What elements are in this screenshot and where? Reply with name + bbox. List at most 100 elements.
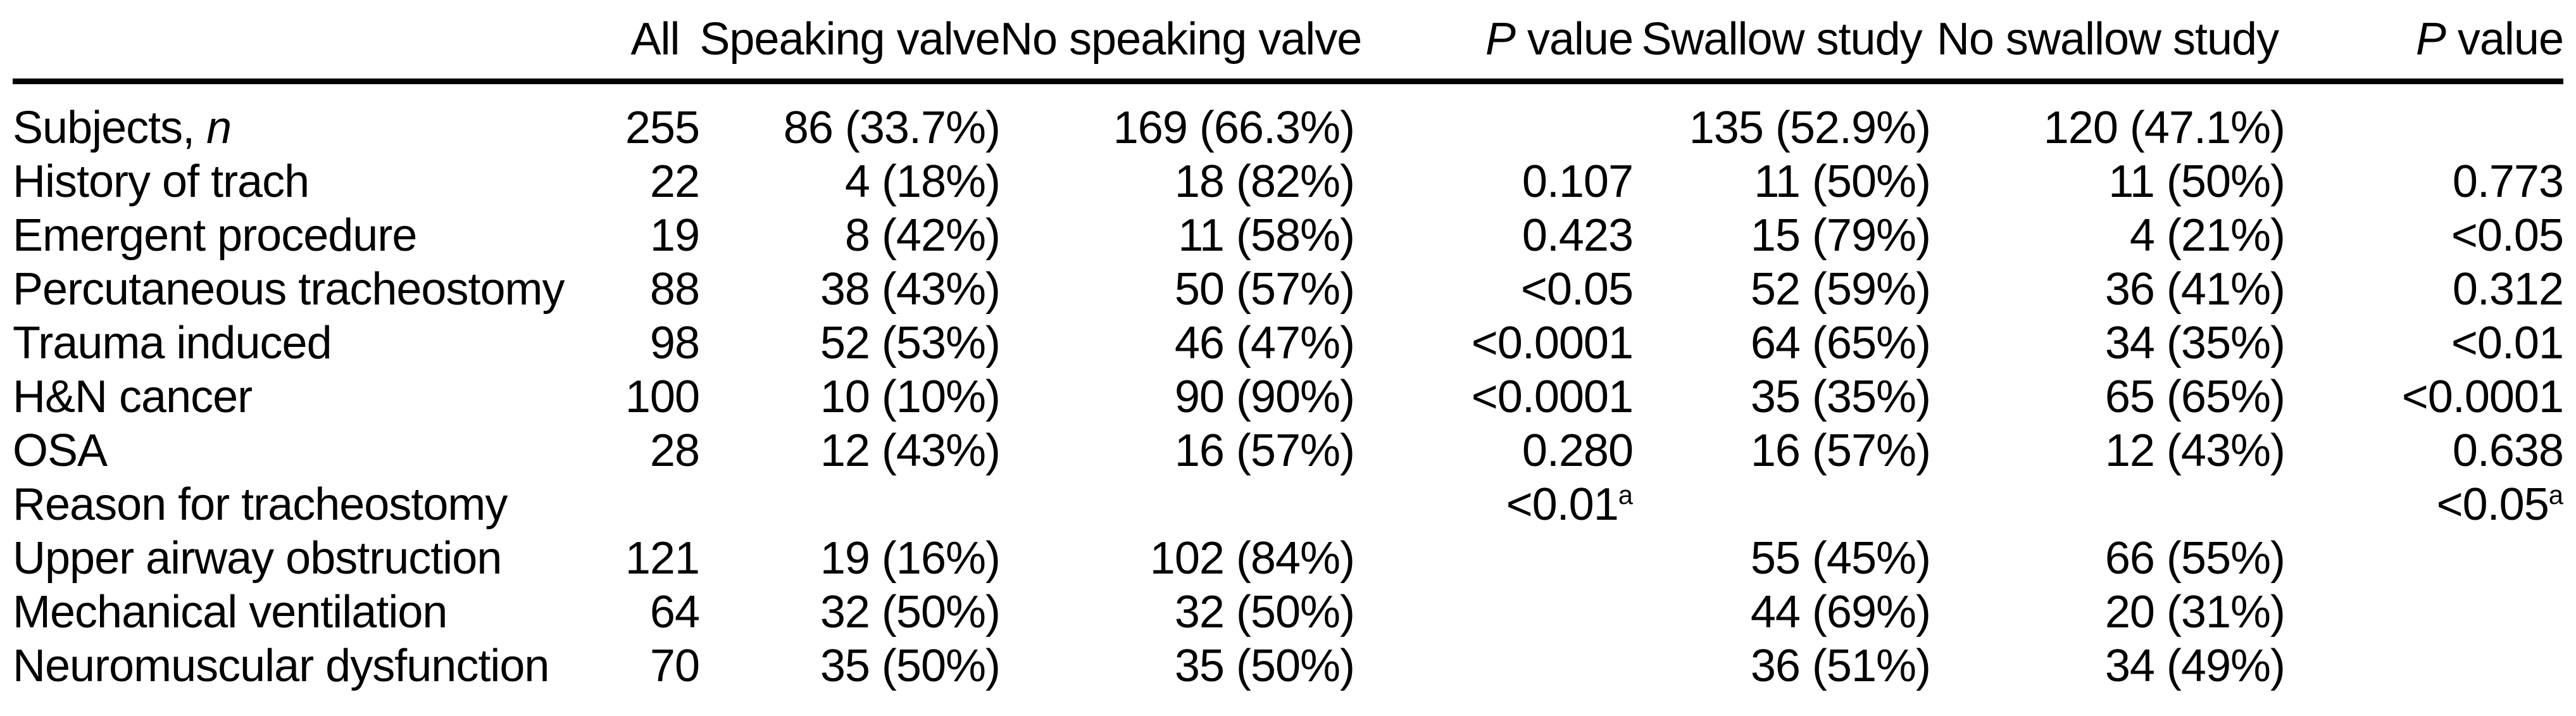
cell-p_value_speaking: 0.280 <box>1522 425 1634 476</box>
table-row: Reason for tracheostomy <0.01a <0.05a <box>13 477 2563 531</box>
column-header-p_value_speaking: P value <box>1354 0 1634 84</box>
row-label: Subjects, n <box>13 102 232 153</box>
table-row: Subjects, n 255 86 (33.7%) 169 (66.3%) 135 (… <box>13 82 2563 155</box>
cell-no_speaking_valve: 32 (50%) <box>1174 586 1355 637</box>
cell-no_swallow_study: 36 (41%) <box>2104 263 2285 315</box>
cell-speaking_valve: 12 (43%) <box>820 425 1001 476</box>
cell-p_value_speaking <box>1354 639 1633 693</box>
cell-all: 100 <box>625 371 700 422</box>
cell-p_value_swallow: <0.05 <box>2451 210 2564 261</box>
cell-no_swallow_study <box>1930 477 2285 531</box>
cell-p_value_speaking <box>1354 531 1633 585</box>
cell-all: 64 <box>649 586 700 637</box>
cell-no_swallow_study: 4 (21%) <box>2129 210 2285 261</box>
cell-speaking_valve: 86 (33.7%) <box>783 102 1001 153</box>
cell-all: 70 <box>649 640 700 691</box>
row-label: H&N cancer <box>13 371 253 422</box>
cell-no_speaking_valve: 50 (57%) <box>1174 263 1355 315</box>
cell-all: 121 <box>625 532 700 584</box>
cell-p_value_swallow <box>2285 531 2563 585</box>
column-header-p_value_swallow: P value <box>2285 0 2564 84</box>
cell-p_value_speaking: <0.0001 <box>1471 317 1634 368</box>
cell-p_value_speaking: 0.423 <box>1522 210 1634 261</box>
row-label: Mechanical ventilation <box>13 586 447 637</box>
cell-speaking_valve: 38 (43%) <box>820 263 1001 315</box>
column-header-all: All <box>611 0 699 84</box>
cell-p_value_swallow: 0.638 <box>2452 425 2564 476</box>
statistics-table: All Speaking valve No speaking valve P valu… <box>13 0 2564 693</box>
row-label: Trauma induced <box>13 317 332 368</box>
cell-speaking_valve: 52 (53%) <box>820 317 1001 368</box>
table-row: Neuromuscular dysfunction 70 35 (50%) 35 (5… <box>13 639 2563 693</box>
cell-p_value_speaking: <0.0001 <box>1471 371 1634 422</box>
cell-no_speaking_valve: 11 (58%) <box>1178 210 1355 261</box>
cell-no_speaking_valve: 46 (47%) <box>1174 317 1355 368</box>
cell-all: 98 <box>649 317 700 368</box>
cell-no_speaking_valve: 16 (57%) <box>1174 425 1355 476</box>
cell-p_value_speaking: <0.05 <box>1520 263 1634 315</box>
cell-all: 28 <box>649 425 700 476</box>
cell-p_value_swallow: <0.0001 <box>2401 371 2564 422</box>
table-body: Subjects, n 255 86 (33.7%) 169 (66.3%) 135 (… <box>13 82 2564 693</box>
cell-speaking_valve: 19 (16%) <box>820 532 1001 584</box>
cell-speaking_valve: 35 (50%) <box>820 640 1001 691</box>
cell-speaking_valve: 32 (50%) <box>820 586 1001 637</box>
cell-swallow_study: 15 (79%) <box>1750 210 1931 261</box>
cell-no_swallow_study: 34 (49%) <box>2104 640 2285 691</box>
cell-swallow_study: 52 (59%) <box>1750 263 1931 315</box>
column-header-row_label <box>13 0 611 84</box>
row-label: Upper airway obstruction <box>13 532 502 584</box>
table-row: Upper airway obstruction 121 19 (16%) 102 (… <box>13 531 2563 585</box>
table-row: H&N cancer 100 10 (10%) 90 (90%) <0.0001 35 (… <box>13 370 2564 424</box>
table-row: Percutaneous tracheostomy 88 38 (43%) 50 (5… <box>13 262 2564 316</box>
cell-no_swallow_study: 65 (65%) <box>2104 371 2285 422</box>
cell-p_value_swallow <box>2285 585 2563 639</box>
cell-p_value_speaking: <0.01a <box>1506 479 1633 530</box>
cell-p_value_swallow <box>2285 639 2563 693</box>
cell-no_swallow_study: 120 (47.1%) <box>2043 102 2285 153</box>
cell-no_swallow_study: 34 (35%) <box>2104 317 2285 368</box>
table-row: Trauma induced 98 52 (53%) 46 (47%) <0.0001 6… <box>13 316 2564 370</box>
row-label: Neuromuscular dysfunction <box>13 640 549 691</box>
cell-all: 22 <box>649 156 700 207</box>
cell-no_swallow_study: 12 (43%) <box>2104 425 2285 476</box>
cell-p_value_swallow: <0.01 <box>2451 317 2564 368</box>
cell-swallow_study: 64 (65%) <box>1750 317 1931 368</box>
cell-no_speaking_valve: 102 (84%) <box>1149 532 1355 584</box>
cell-swallow_study <box>1633 477 1930 531</box>
cell-all <box>611 477 699 531</box>
column-header-swallow_study: Swallow study <box>1633 0 1930 84</box>
cell-no_swallow_study: 11 (50%) <box>2108 156 2285 207</box>
cell-speaking_valve <box>699 477 1000 531</box>
cell-p_value_speaking <box>1354 585 1633 639</box>
cell-no_speaking_valve: 169 (66.3%) <box>1113 102 1355 153</box>
cell-speaking_valve: 4 (18%) <box>844 156 1001 207</box>
table-row: Mechanical ventilation 64 32 (50%) 32 (50%)… <box>13 585 2563 639</box>
row-label: History of trach <box>13 156 309 207</box>
column-header-no_speaking_valve: No speaking valve <box>1000 0 1362 84</box>
cell-p_value_swallow <box>2285 82 2563 155</box>
cell-no_speaking_valve <box>1000 477 1354 531</box>
table-row: History of trach 22 4 (18%) 18 (82%) 0.107 11… <box>13 154 2564 208</box>
cell-no_speaking_valve: 35 (50%) <box>1174 640 1355 691</box>
column-header-no_swallow_study: No swallow study <box>1930 0 2285 84</box>
cell-swallow_study: 36 (51%) <box>1750 640 1931 691</box>
row-label: Reason for tracheostomy <box>13 479 508 530</box>
cell-p_value_speaking: 0.107 <box>1522 156 1634 207</box>
cell-swallow_study: 44 (69%) <box>1750 586 1931 637</box>
cell-no_speaking_valve: 90 (90%) <box>1174 371 1355 422</box>
cell-p_value_speaking <box>1354 82 1633 155</box>
cell-speaking_valve: 8 (42%) <box>844 210 1001 261</box>
table-row: OSA 28 12 (43%) 16 (57%) 0.280 16 (57%) 12 (43… <box>13 424 2564 477</box>
cell-swallow_study: 55 (45%) <box>1750 532 1931 584</box>
cell-swallow_study: 35 (35%) <box>1750 371 1931 422</box>
footnote-marker: a <box>1618 479 1633 510</box>
table-row: Emergent procedure 19 8 (42%) 11 (58%) 0.423… <box>13 208 2564 262</box>
row-label: OSA <box>13 425 108 476</box>
cell-p_value_swallow: 0.773 <box>2452 156 2564 207</box>
header-row: All Speaking valve No speaking valve P valu… <box>13 0 2564 84</box>
cell-swallow_study: 16 (57%) <box>1750 425 1931 476</box>
footnote-marker: a <box>2548 479 2563 510</box>
row-label: Percutaneous tracheostomy <box>13 263 565 315</box>
